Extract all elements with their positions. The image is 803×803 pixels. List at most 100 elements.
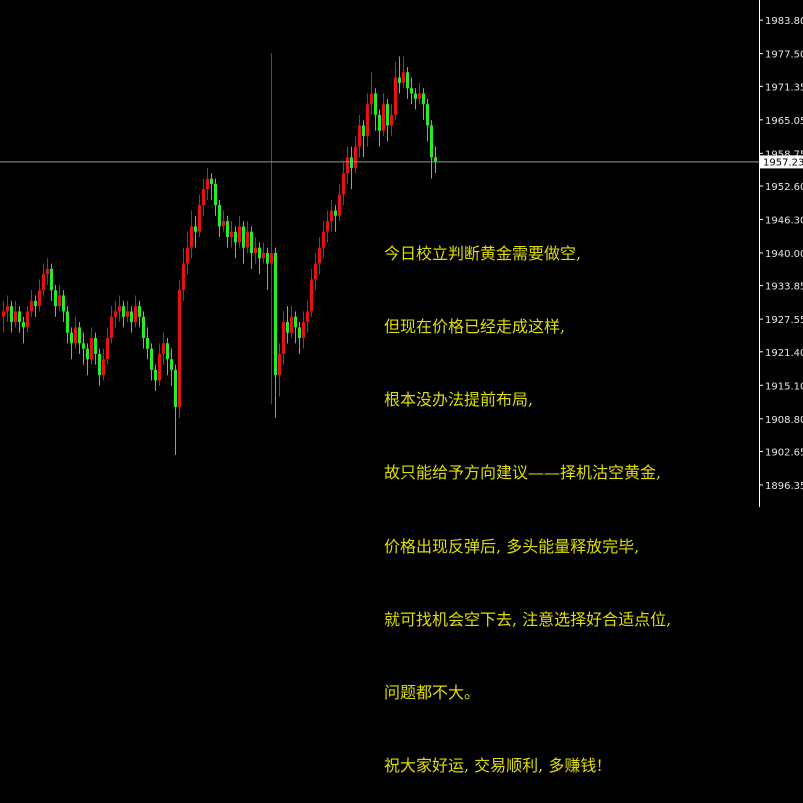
- candle-body: [78, 327, 81, 344]
- candle: [142, 311, 145, 349]
- candle-body: [282, 322, 285, 354]
- candle: [406, 66, 409, 99]
- candle-body: [198, 205, 201, 232]
- candle: [358, 114, 361, 158]
- candle: [174, 364, 177, 455]
- candle-body: [294, 316, 297, 328]
- candle-body: [106, 338, 109, 360]
- candle-body: [210, 178, 213, 184]
- bid-price-box: [760, 155, 803, 169]
- candle: [366, 93, 369, 147]
- annotation-text: 今日校立判断黄金需要做空, 但现在价格已经走成这样, 根本没办法提前布局, 故只…: [384, 193, 671, 803]
- candle: [154, 364, 157, 392]
- candle-body: [18, 311, 21, 323]
- candle-body: [378, 114, 381, 131]
- candle-body: [118, 306, 121, 312]
- candle: [170, 348, 173, 386]
- candle-body: [286, 322, 289, 333]
- candle: [246, 221, 249, 253]
- candle-body: [302, 322, 305, 338]
- candle-body: [38, 290, 41, 307]
- candle-body: [414, 93, 417, 99]
- candle-body: [14, 311, 17, 323]
- candle-body: [322, 231, 325, 248]
- candle: [294, 311, 297, 344]
- candle: [414, 88, 417, 110]
- candle-body: [234, 231, 237, 243]
- candle: [86, 343, 89, 376]
- candle-body: [82, 343, 85, 349]
- price-axis[interactable]: 1983.80 1977.50 1971.35 1965.05 1958.75 1952.…: [759, 16, 803, 492]
- candle-body: [30, 300, 33, 312]
- candle-body: [254, 247, 257, 253]
- candle: [214, 178, 217, 216]
- candle: [410, 77, 413, 105]
- candle: [2, 300, 5, 333]
- candle: [302, 311, 305, 349]
- candle: [114, 300, 117, 328]
- candle-body: [382, 104, 385, 131]
- candle: [150, 343, 153, 381]
- y-tick-label: 1921.40: [765, 348, 803, 359]
- candle: [286, 306, 289, 344]
- candle-body: [134, 306, 137, 323]
- candle-body: [90, 338, 93, 360]
- candle-body: [58, 295, 61, 307]
- y-tick-label: 1933.85: [765, 282, 803, 293]
- annotation-line: 今日校立判断黄金需要做空,: [384, 243, 582, 263]
- candle: [350, 146, 353, 190]
- candle-body: [218, 205, 221, 227]
- candle: [14, 300, 17, 328]
- candle-body: [346, 157, 349, 174]
- annotation-line: 祝大家好运, 交易顺利, 多赚钱!: [384, 756, 603, 776]
- candle-body: [250, 231, 253, 253]
- candle-body: [34, 300, 37, 307]
- candle: [186, 231, 189, 275]
- candle-body: [354, 146, 357, 168]
- annotation-line: 问题都不大。: [384, 683, 481, 703]
- candle: [130, 306, 133, 333]
- candle: [54, 284, 57, 317]
- candle-body: [274, 252, 277, 376]
- candle-body: [190, 226, 193, 248]
- candle: [78, 322, 81, 354]
- candle: [238, 215, 241, 248]
- candle-body: [122, 306, 125, 317]
- candle-body: [330, 210, 333, 222]
- candle: [402, 56, 405, 89]
- candle: [202, 178, 205, 216]
- candle-body: [338, 194, 341, 216]
- candle: [430, 120, 433, 179]
- candle: [258, 242, 261, 275]
- candle-body: [326, 221, 329, 232]
- candle-body: [150, 348, 153, 370]
- candle-body: [422, 93, 425, 105]
- candle: [10, 300, 13, 333]
- candle: [182, 247, 185, 301]
- candle-body: [6, 306, 9, 312]
- candle-body: [114, 311, 117, 317]
- candle-body: [258, 247, 261, 259]
- candle: [326, 210, 329, 243]
- candle: [354, 136, 357, 174]
- candle-body: [226, 221, 229, 238]
- annotation-line: 价格出现反弹后, 多头能量释放完毕,: [384, 536, 640, 556]
- candle: [18, 306, 21, 333]
- candle-body: [242, 226, 245, 248]
- candlestick-chart: 1983.80 1977.50 1971.35 1965.05 1958.75 1952.…: [0, 0, 803, 507]
- candle-body: [370, 93, 373, 105]
- candle: [298, 322, 301, 354]
- candle-body: [194, 226, 197, 232]
- candle: [178, 279, 181, 418]
- annotation-line: 根本没办法提前布局,: [384, 390, 534, 410]
- y-tick-label: 1958.75: [765, 149, 803, 160]
- candle-body: [110, 316, 113, 338]
- candle-body: [22, 322, 25, 328]
- candle-body: [298, 327, 301, 338]
- candle-body: [366, 104, 369, 137]
- candle-body: [126, 311, 129, 317]
- bid-price-text: 1957.23: [763, 157, 803, 168]
- candle-body: [222, 221, 225, 227]
- candle: [362, 120, 365, 158]
- candle: [234, 226, 237, 259]
